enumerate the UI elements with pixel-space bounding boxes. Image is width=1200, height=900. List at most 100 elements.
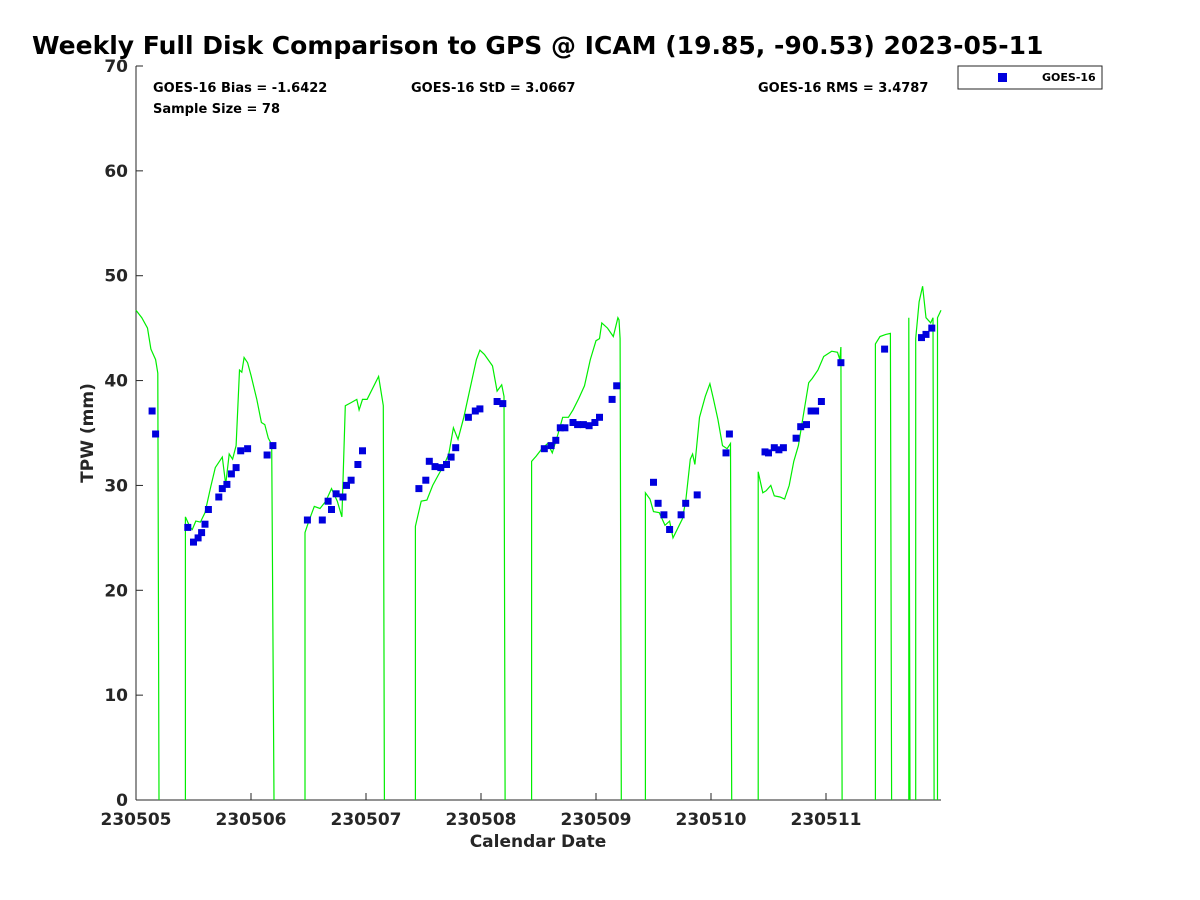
goes16-point: [540, 445, 548, 453]
goes16-point: [677, 511, 685, 519]
goes16-point: [431, 463, 439, 471]
goes16-point: [596, 413, 603, 421]
y-tick-label: 10: [104, 686, 128, 706]
goes16-point: [725, 430, 733, 438]
goes16-point: [770, 444, 778, 452]
goes16-point: [650, 478, 657, 486]
goes16-point: [354, 461, 362, 468]
legend-label: GOES-16: [1042, 71, 1096, 84]
goes16-point: [184, 523, 192, 531]
goes16-point: [654, 499, 662, 507]
x-tick-label: 230507: [331, 810, 402, 830]
goes16-point: [613, 382, 621, 390]
goes16-point: [359, 447, 366, 455]
gps-line-segment: [304, 374, 385, 801]
y-tick-label: 20: [104, 581, 128, 601]
goes16-point: [779, 444, 787, 452]
y-tick-label: 70: [104, 57, 128, 77]
goes16-point: [452, 444, 460, 452]
goes16-point: [194, 534, 202, 542]
goes16-point: [493, 398, 501, 405]
goes16-point: [218, 485, 226, 493]
goes16-point: [812, 407, 820, 415]
y-tick-label: 50: [104, 267, 128, 287]
goes16-point: [928, 324, 936, 332]
goes16-point: [425, 457, 433, 465]
goes16-point: [443, 461, 450, 468]
x-tick-label: 230505: [101, 810, 172, 830]
goes16-point: [148, 407, 156, 415]
gps-line-segment: [530, 316, 622, 801]
x-tick-label: 230511: [791, 810, 862, 830]
goes16-point: [547, 442, 555, 450]
chart-title: Weekly Full Disk Comparison to GPS @ ICA…: [32, 31, 1043, 60]
y-axis-label: TPW (mm): [78, 383, 98, 483]
goes16-point: [579, 421, 587, 429]
sample-size-stat: Sample Size = 78: [153, 102, 280, 117]
goes16-point: [303, 516, 311, 524]
goes16-point: [437, 464, 445, 472]
y-tick-label: 60: [104, 162, 128, 182]
goes16-point: [343, 481, 350, 489]
goes16-points: [148, 324, 936, 546]
goes16-point: [585, 422, 593, 430]
gps-line-segment: [936, 310, 942, 800]
gps-line-segment: [414, 349, 506, 801]
goes16-point: [318, 516, 326, 524]
goes16-point: [499, 400, 507, 408]
x-tick-label: 230510: [676, 810, 747, 830]
x-tick-label: 230508: [446, 810, 517, 830]
goes16-point: [775, 446, 783, 454]
goes16-point: [817, 398, 825, 405]
gps-line-segment: [135, 309, 160, 801]
gps-line-segment: [908, 317, 911, 801]
goes16-point: [666, 526, 674, 533]
goes16-point: [244, 445, 252, 453]
goes16-point: [422, 476, 430, 484]
goes16-point: [263, 451, 271, 459]
goes16-point: [922, 330, 930, 338]
y-tick-label: 0: [116, 791, 128, 811]
goes16-point: [324, 497, 332, 505]
goes16-point: [227, 470, 235, 478]
goes16-point: [201, 520, 209, 528]
x-tick-label: 230506: [216, 810, 287, 830]
goes16-point: [223, 480, 231, 488]
goes16-point: [347, 476, 355, 484]
goes16-point: [476, 405, 484, 413]
legend: GOES-16: [957, 65, 1103, 90]
gps-line-segment: [757, 346, 843, 801]
goes16-point: [415, 485, 423, 493]
goes16-point: [190, 538, 197, 546]
goes16-point: [464, 413, 472, 421]
x-tick-label: 230509: [561, 810, 632, 830]
goes16-point: [447, 453, 455, 461]
gps-tpw-line: [135, 286, 942, 801]
goes16-point: [608, 395, 616, 403]
goes16-point: [204, 506, 212, 513]
goes16-point: [561, 424, 569, 432]
goes16-point: [232, 464, 240, 472]
plot-area: 0 10 20 30 40 50 60 70 230505 230506 230507 230508…: [101, 57, 942, 830]
x-axis-label: Calendar Date: [470, 832, 607, 852]
goes16-point: [471, 407, 479, 415]
goes16-point: [682, 499, 690, 507]
goes16-point: [918, 334, 925, 342]
bias-stat: GOES-16 Bias = -1.6422: [153, 81, 327, 96]
x-ticks: 230505 230506 230507 230508 230509 230510 2305…: [101, 793, 862, 830]
y-ticks: 0 10 20 30 40 50 60 70: [104, 57, 143, 811]
gps-line-segment: [915, 286, 935, 801]
y-tick-label: 30: [104, 476, 128, 496]
goes16-point: [339, 493, 347, 501]
goes16-point: [332, 490, 340, 498]
goes16-point: [797, 423, 805, 431]
goes16-point: [807, 407, 815, 415]
goes16-point: [803, 421, 810, 429]
gps-line-segment: [874, 332, 893, 801]
gps-line-segment: [644, 381, 733, 801]
goes16-point: [269, 442, 277, 450]
legend-box: [957, 65, 1103, 90]
goes16-point: [152, 430, 160, 438]
goes16-point: [574, 421, 582, 429]
